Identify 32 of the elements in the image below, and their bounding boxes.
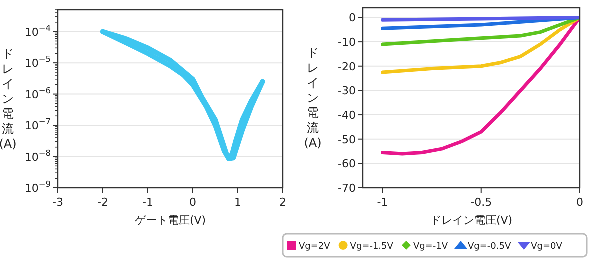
y-tick-label: -40 [338,109,356,122]
y-tick-label: -10 [338,36,356,50]
y-axis-title: ドレイン電流(A) [304,46,322,150]
x-tick-label: 2 [280,196,286,209]
legend-label: Vg=-1.5V [350,242,394,252]
x-tick-label: -1 [142,196,154,209]
x-tick-label: -1 [377,196,388,209]
y-tick-label: 10$^{−4}$ [24,22,51,39]
y-tick-label: -50 [338,133,356,146]
x-tick-label: -2 [98,196,108,209]
legend-label: Vg=-1V [413,242,449,252]
y-tick-label: -20 [338,60,356,74]
legend-label: Vg=0V [531,242,564,252]
legend-label: Vg=2V [299,242,332,252]
x-axis-title: ゲート電圧(V) [134,214,206,227]
y-tick-label: -30 [338,84,356,98]
x-axis-title: ドレイン電圧(V) [430,214,513,227]
x-tick-label: 0 [190,196,196,209]
x-tick-label: 1 [234,196,242,209]
y-tick-label: -70 [338,182,356,195]
y-tick-label: 10$^{−5}$ [24,54,51,70]
y-tick-label: 10$^{−9}$ [24,179,51,195]
y-tick-label: -60 [338,158,356,171]
y-tick-label: 0 [349,12,356,25]
y-axis-title: ドレイン電流(A) [0,47,17,151]
legend-label: Vg=-0.5V [468,242,512,252]
y-tick-label: 10$^{−7}$ [24,116,51,133]
y-tick-label: 10$^{−8}$ [24,148,51,164]
x-tick-label: -0.5 [470,196,492,209]
x-tick-label: 0 [576,196,584,209]
y-tick-label: 10$^{−6}$ [24,85,51,102]
x-tick-label: -3 [52,196,64,209]
